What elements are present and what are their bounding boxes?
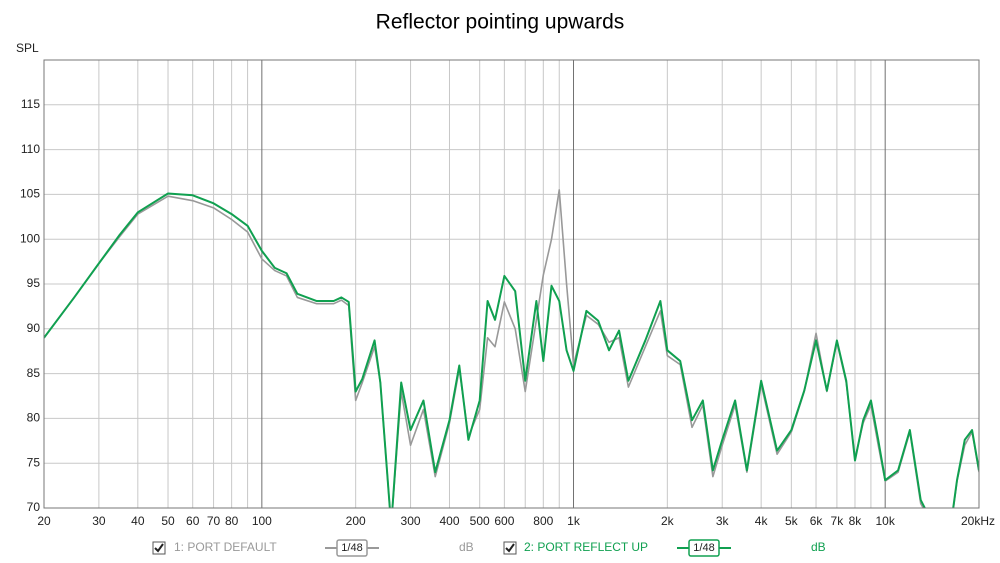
x-tick-label: 20kHz <box>961 514 995 528</box>
data-line <box>44 192 979 508</box>
x-tick-label: 5k <box>785 514 799 528</box>
legend: 1: PORT DEFAULT 1/48 dB 2: PORT REFLECT UP 1… <box>152 539 826 557</box>
x-tick-label: 4k <box>755 514 769 528</box>
x-tick-label: 3k <box>716 514 730 528</box>
x-tick-label: 6k <box>810 514 824 528</box>
x-tick-label: 20 <box>37 514 51 528</box>
legend-checkmark <box>154 543 164 553</box>
legend-smoothing: 1/48 <box>693 542 714 554</box>
x-tick-label: 200 <box>346 514 366 528</box>
y-tick-label: 85 <box>27 366 41 380</box>
x-tick-label: 100 <box>252 514 272 528</box>
legend-smoothing-box <box>336 539 368 557</box>
y-tick-label: 75 <box>27 455 41 469</box>
x-tick-label: 60 <box>186 514 200 528</box>
x-tick-label: 8k <box>849 514 863 528</box>
y-axis-label: SPL <box>16 41 39 55</box>
y-tick-label: 90 <box>27 321 41 335</box>
chart-title: Reflector pointing upwards <box>376 11 625 34</box>
x-tick-label: 30 <box>92 514 106 528</box>
lines <box>44 189 979 508</box>
legend-smoothing: 1/48 <box>341 542 362 554</box>
legend-unit: dB <box>811 540 826 554</box>
x-tick-label: 300 <box>401 514 421 528</box>
y-tick-label: 70 <box>27 500 41 514</box>
legend-checkmark <box>505 543 515 553</box>
x-tick-label: 600 <box>494 514 514 528</box>
y-tick-label: 80 <box>27 411 41 425</box>
legend-smoothing-box <box>688 539 720 557</box>
x-tick-label: 40 <box>131 514 145 528</box>
x-tick-label: 10k <box>875 514 895 528</box>
x-tick-label: 2k <box>661 514 675 528</box>
labels: 70 75 80 85 90 95 100 105 110 115 20 30 40 50 60 70 80 10… <box>20 97 995 528</box>
x-tick-label: 800 <box>533 514 553 528</box>
x-tick-label: 70 <box>207 514 221 528</box>
legend-unit: dB <box>459 540 474 554</box>
y-tick-label: 110 <box>21 142 40 156</box>
y-tick-label: 115 <box>21 97 40 111</box>
legend-label: 1: PORT DEFAULT <box>174 540 277 554</box>
x-tick-label: 80 <box>225 514 239 528</box>
y-tick-label: 105 <box>20 187 40 201</box>
x-tick-label: 50 <box>161 514 175 528</box>
x-tick-label: 7k <box>831 514 845 528</box>
x-tick-label: 1k <box>567 514 581 528</box>
y-tick-label: 95 <box>27 276 41 290</box>
plot-border <box>43 59 980 509</box>
legend-label: 2: PORT REFLECT UP <box>524 540 648 554</box>
x-tick-label: 400 <box>439 514 459 528</box>
y-tick-label: 100 <box>20 231 40 245</box>
x-tick-label: 500 <box>470 514 490 528</box>
